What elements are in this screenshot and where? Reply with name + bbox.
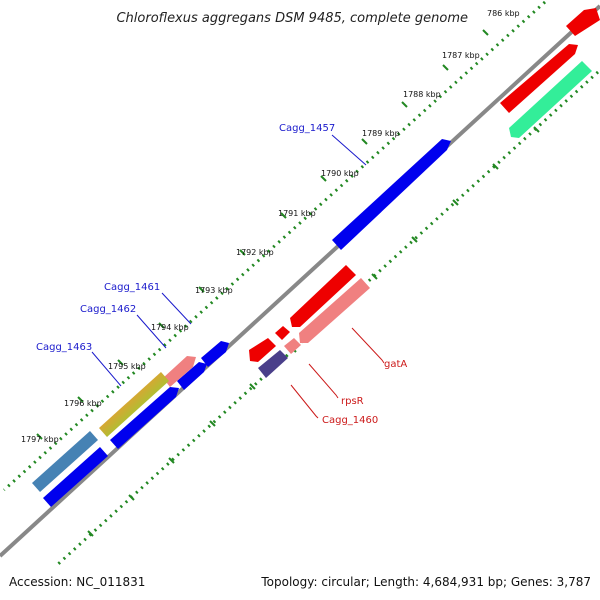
gene-cagg-1461[interactable] xyxy=(201,341,229,367)
gene-cagg-1463[interactable] xyxy=(43,447,108,507)
kbp-label: 1787 kbp xyxy=(442,51,480,60)
gene-cagg-1460[interactable] xyxy=(258,350,288,378)
gene-rpsR[interactable] xyxy=(284,338,301,354)
gene-arrow-red[interactable] xyxy=(290,265,356,327)
gene-steel-blue[interactable] xyxy=(32,431,98,492)
topology-text: Topology: circular; Length: 4,684,931 bp… xyxy=(260,575,591,589)
gene-arrow-green[interactable] xyxy=(509,61,592,138)
kbp-label: 1791 kbp xyxy=(278,209,316,218)
kbp-label: 786 kbp xyxy=(487,9,520,18)
kbp-label: 1792 kbp xyxy=(236,248,274,257)
gene-arrow-red[interactable] xyxy=(249,338,276,362)
kbp-label: 1790 kbp xyxy=(321,169,359,178)
gene-label-cagg-1460[interactable]: Cagg_1460 xyxy=(322,415,378,426)
gene-cagg-1457[interactable] xyxy=(332,139,451,250)
gene-arrow-blue[interactable] xyxy=(110,387,179,449)
gene-label-cagg-1457[interactable]: Cagg_1457 xyxy=(279,123,335,134)
kbp-label: 1793 kbp xyxy=(195,286,233,295)
gene-rainbow[interactable] xyxy=(99,372,169,437)
gene-label-cagg-1462[interactable]: Cagg_1462 xyxy=(80,304,136,315)
gene-arrow-blue[interactable] xyxy=(177,362,207,390)
accession-text: Accession: NC_011831 xyxy=(9,575,145,589)
gene-label-cagg-1463[interactable]: Cagg_1463 xyxy=(36,342,92,353)
gene-label-cagg-1461[interactable]: Cagg_1461 xyxy=(104,282,160,293)
gene-arrow-red[interactable] xyxy=(275,326,290,340)
outer-tick-track xyxy=(2,0,547,492)
leader-lines xyxy=(91,134,385,419)
gene-arrow-red[interactable] xyxy=(500,44,578,113)
kbp-label: 1795 kbp xyxy=(108,362,146,371)
gene-cagg-1462[interactable] xyxy=(163,356,196,387)
map-title: Chloroflexus aggregans DSM 9485, complet… xyxy=(116,11,468,26)
gene-arrow-red[interactable] xyxy=(566,8,600,36)
kbp-labels: 786 kbp 1787 kbp 1788 kbp 1789 kbp 1790 … xyxy=(21,9,520,444)
kbp-label: 1788 kbp xyxy=(403,90,441,99)
gene-label-gatA[interactable]: gatA xyxy=(384,359,407,370)
kbp-label: 1796 kbp xyxy=(64,399,102,408)
genome-backbone xyxy=(0,4,600,558)
kbp-label: 1797 kbp xyxy=(21,435,59,444)
kbp-label: 1794 kbp xyxy=(151,323,189,332)
kbp-label: 1789 kbp xyxy=(362,129,400,138)
gene-gatA[interactable] xyxy=(299,278,370,343)
gene-label-rpsR[interactable]: rpsR xyxy=(341,396,364,407)
outer-major-ticks xyxy=(36,29,489,440)
